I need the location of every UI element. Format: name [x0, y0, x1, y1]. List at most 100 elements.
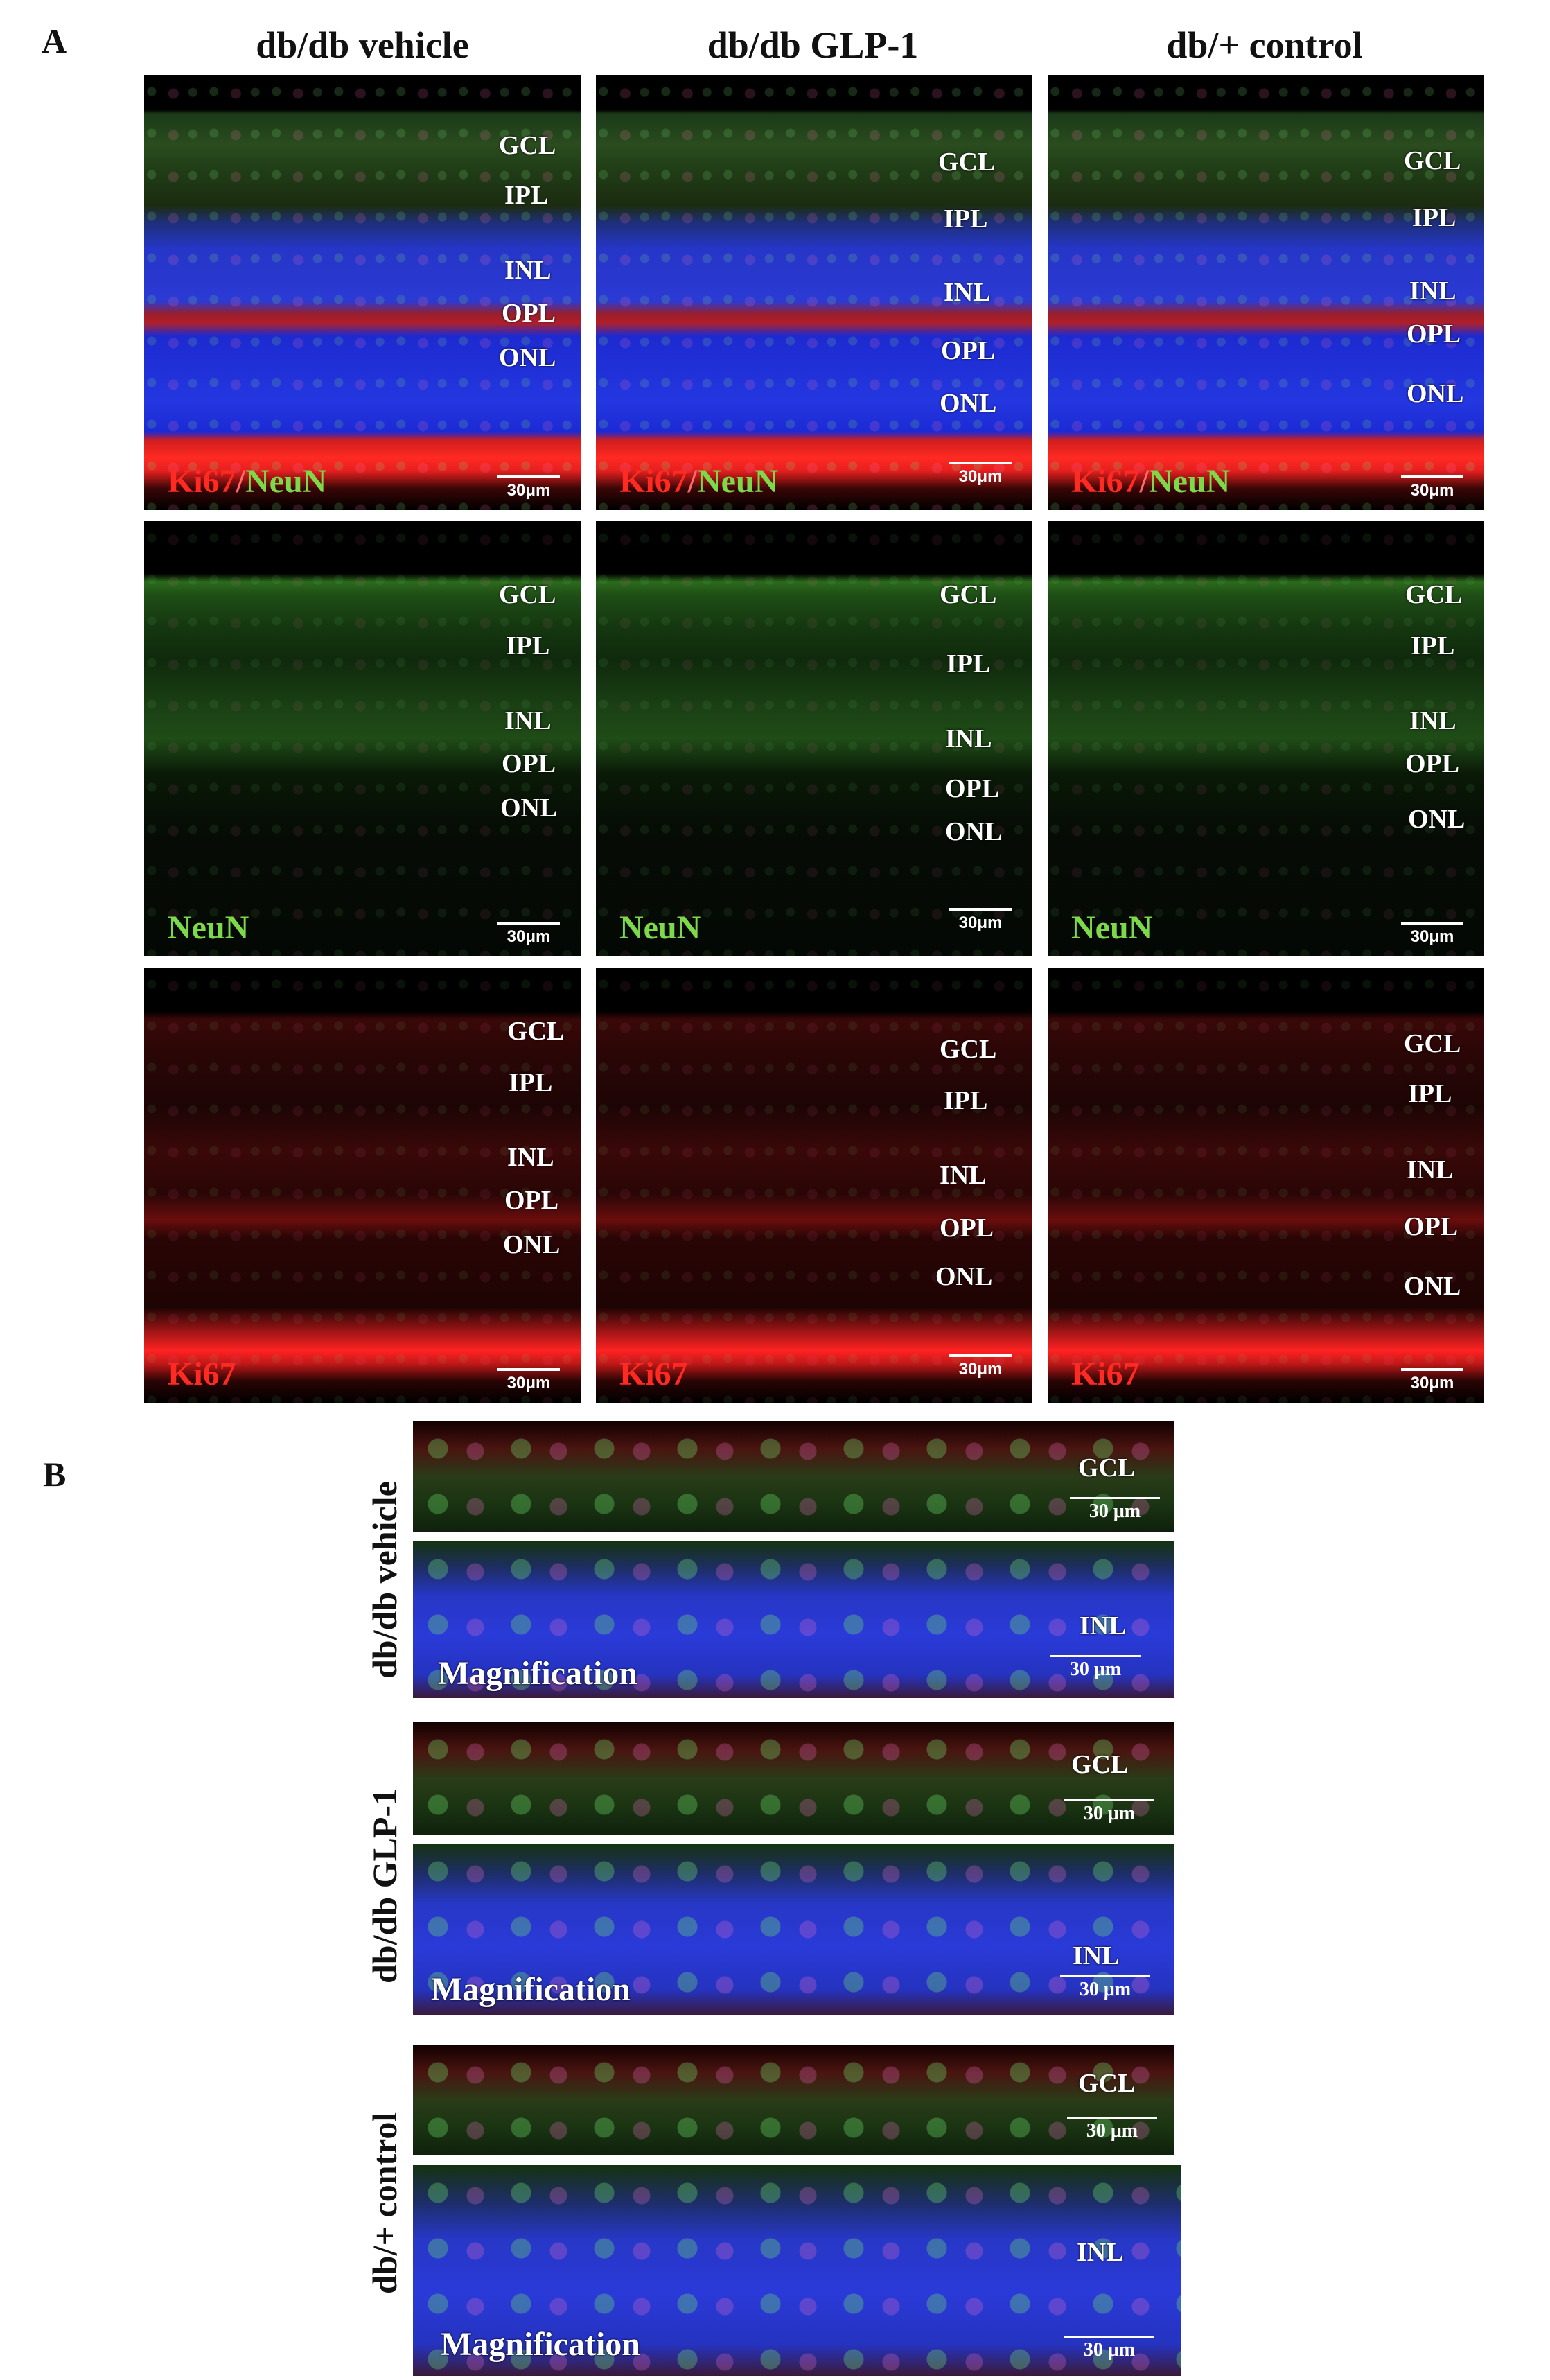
gcl-strip-glp1: GCL 30 μm — [413, 1722, 1174, 1835]
layer-label-gcl: GCL — [1404, 146, 1461, 175]
row-label-vehicle: db/db vehicle — [365, 1481, 404, 1679]
layer-label-opl: OPL — [941, 336, 996, 365]
row-label-control: db/+ control — [365, 2112, 404, 2294]
layer-label-inl: INL — [944, 278, 991, 307]
scale-bar: 30μm — [949, 1354, 1012, 1379]
merge-image-control: GCL IPL INL OPL ONL Ki67/NeuN 30μm — [1048, 75, 1484, 510]
scale-bar: 30μm — [949, 462, 1012, 487]
ki67-image-vehicle: GCL IPL INL OPL ONL Ki67 30μm — [144, 968, 581, 1403]
scale-bar: 30 μm — [1064, 1799, 1154, 1825]
layer-label-onl: ONL — [500, 794, 558, 823]
layer-label-opl: OPL — [1407, 320, 1461, 349]
layer-label-opl: OPL — [945, 774, 1000, 803]
inl-label: INL — [1073, 1941, 1120, 1970]
scale-bar: 30μm — [1401, 475, 1463, 500]
scale-bar: 30 μm — [1064, 2336, 1154, 2361]
scale-bar: 30μm — [1401, 922, 1463, 947]
layer-label-opl: OPL — [1405, 749, 1460, 778]
stain-label-neun: NeuN — [168, 909, 249, 946]
layer-label-inl: INL — [940, 1161, 987, 1190]
column-header-vehicle: db/db vehicle — [256, 24, 469, 66]
layer-label-gcl: GCL — [507, 1017, 565, 1046]
stain-label-neun: NeuN — [1071, 909, 1153, 946]
scale-bar: 30μm — [1401, 1368, 1463, 1393]
gcl-strip-control: GCL 30 μm — [413, 2045, 1174, 2155]
neun-image-control: GCL IPL INL OPL ONL NeuN 30μm — [1048, 521, 1484, 956]
layer-label-opl: OPL — [1404, 1212, 1459, 1241]
layer-label-opl: OPL — [502, 749, 556, 778]
layer-label-gcl: GCL — [940, 1035, 997, 1064]
scale-bar: 30 μm — [1050, 1655, 1141, 1681]
panel-a-letter: A — [42, 21, 67, 60]
ki67-image-glp1: GCL IPL INL OPL ONL Ki67 30μm — [596, 968, 1032, 1403]
layer-label-inl: INL — [1409, 706, 1456, 735]
layer-label-ipl: IPL — [509, 1068, 553, 1097]
layer-label-onl: ONL — [1408, 805, 1465, 834]
magnification-label: Magnification — [438, 1655, 637, 1692]
layer-label-opl: OPL — [504, 1186, 559, 1215]
neun-image-glp1: GCL IPL INL OPL ONL NeuN 30μm — [596, 521, 1032, 956]
scale-bar: 30μm — [497, 1368, 560, 1393]
layer-label-onl: ONL — [1404, 1272, 1461, 1301]
gcl-label: GCL — [1078, 1453, 1136, 1482]
scale-bar: 30μm — [497, 922, 560, 947]
layer-label-gcl: GCL — [938, 148, 996, 177]
inl-label: INL — [1077, 2238, 1124, 2267]
layer-label-ipl: IPL — [946, 649, 991, 679]
layer-label-gcl: GCL — [499, 131, 556, 160]
scale-bar: 30 μm — [1070, 1497, 1160, 1523]
panel-b-letter: B — [43, 1455, 67, 1494]
stain-label-ki67: Ki67 — [619, 1356, 688, 1392]
layer-label-onl: ONL — [945, 817, 1003, 846]
layer-label-onl: ONL — [935, 1262, 993, 1291]
layer-label-ipl: IPL — [944, 204, 988, 234]
magnification-label: Magnification — [431, 1971, 631, 2008]
stain-label-merge: Ki67/NeuN — [619, 463, 779, 500]
stain-label-ki67: Ki67 — [168, 1356, 236, 1392]
layer-label-ipl: IPL — [1412, 203, 1456, 232]
layer-label-gcl: GCL — [1404, 1029, 1461, 1058]
layer-label-inl: INL — [1409, 277, 1456, 306]
layer-label-opl: OPL — [940, 1214, 994, 1243]
layer-label-ipl: IPL — [944, 1086, 988, 1115]
layer-label-gcl: GCL — [1405, 580, 1463, 609]
stain-label-neun: NeuN — [619, 909, 701, 946]
layer-label-onl: ONL — [940, 389, 997, 418]
layer-label-inl: INL — [504, 256, 552, 285]
layer-label-ipl: IPL — [506, 631, 550, 660]
inl-label: INL — [1080, 1611, 1127, 1640]
inl-strip-glp1: INL Magnification 30 μm — [413, 1844, 1174, 2015]
layer-label-inl: INL — [504, 706, 552, 735]
gcl-label: GCL — [1071, 1750, 1129, 1779]
neun-image-vehicle: GCL IPL INL OPL ONL NeuN 30μm — [144, 521, 581, 956]
layer-label-gcl: GCL — [499, 580, 556, 609]
layer-label-onl: ONL — [1407, 379, 1464, 408]
magnification-label: Magnification — [441, 2326, 640, 2363]
stain-label-merge: Ki67/NeuN — [1071, 463, 1231, 500]
scale-bar: 30μm — [949, 908, 1012, 933]
layer-label-inl: INL — [945, 724, 992, 753]
scale-bar: 30μm — [497, 475, 560, 500]
layer-label-onl: ONL — [503, 1230, 561, 1259]
stain-label-merge: Ki67/NeuN — [168, 463, 327, 500]
layer-label-opl: OPL — [502, 299, 556, 328]
inl-strip-control: INL Magnification 30 μm — [413, 2165, 1181, 2376]
layer-label-ipl: IPL — [1411, 631, 1455, 660]
merge-image-glp1: GCL IPL INL OPL ONL Ki67/NeuN 30μm — [596, 75, 1032, 510]
column-header-glp1: db/db GLP-1 — [707, 24, 919, 66]
layer-label-inl: INL — [507, 1143, 554, 1172]
scale-bar: 30 μm — [1067, 2117, 1157, 2142]
scale-bar: 30 μm — [1060, 1975, 1150, 2001]
layer-label-ipl: IPL — [1408, 1079, 1452, 1108]
layer-label-onl: ONL — [499, 343, 556, 372]
layer-label-inl: INL — [1407, 1155, 1454, 1184]
stain-label-ki67: Ki67 — [1071, 1356, 1140, 1392]
gcl-strip-vehicle: GCL 30 μm — [413, 1421, 1174, 1532]
inl-strip-vehicle: INL Magnification 30 μm — [413, 1541, 1174, 1698]
ki67-image-control: GCL IPL INL OPL ONL Ki67 30μm — [1048, 968, 1484, 1403]
layer-label-gcl: GCL — [940, 580, 997, 609]
merge-image-vehicle: GCL IPL INL OPL ONL Ki67/NeuN 30μm — [144, 75, 581, 510]
column-header-control: db/+ control — [1166, 24, 1363, 66]
gcl-label: GCL — [1078, 2069, 1136, 2098]
row-label-glp1: db/db GLP-1 — [365, 1787, 404, 1984]
